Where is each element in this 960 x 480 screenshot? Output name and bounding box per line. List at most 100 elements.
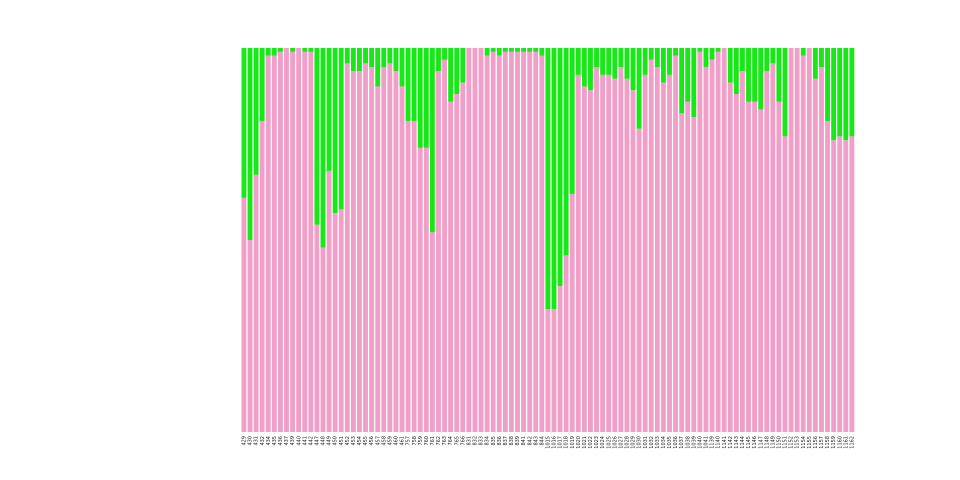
bar-segment [320, 48, 326, 248]
bar-segment [624, 78, 630, 432]
x-tick-label: 1022 [588, 436, 594, 449]
bar-segment [843, 140, 849, 432]
bar-segment [709, 48, 715, 60]
x-tick-label: 1159 [831, 436, 837, 449]
x-tick-label: 837 [503, 436, 509, 446]
x-tick-label: 1036 [673, 436, 679, 449]
bar-segment [618, 67, 624, 432]
bar-segment [308, 51, 314, 433]
x-tick-label: 1152 [789, 436, 795, 449]
x-tick-label: 1140 [716, 436, 722, 449]
bar-segment [569, 48, 575, 194]
x-tick-label: 450 [333, 436, 339, 446]
bar-segment [411, 120, 417, 433]
x-tick-label: 456 [369, 436, 375, 446]
x-tick-label: 843 [533, 436, 539, 446]
x-tick-label: 1020 [576, 436, 582, 449]
x-tick-label: 1026 [612, 436, 618, 449]
bar-segment [739, 48, 745, 72]
bar-segment [764, 48, 770, 72]
bar-segment [350, 48, 356, 72]
x-tick-label: 430 [248, 436, 254, 446]
x-tick-label: 448 [321, 436, 327, 446]
x-tick-label: 1143 [734, 436, 740, 449]
bar-segment [332, 48, 338, 214]
bar-segment [344, 48, 350, 64]
bar-segment [819, 67, 824, 432]
bar-segment [393, 48, 399, 72]
x-tick-label: 447 [314, 436, 320, 446]
bar-segment [411, 48, 417, 121]
bar-segment [673, 48, 679, 56]
bar-segment [782, 48, 788, 137]
bar-segment [837, 48, 843, 137]
x-tick-label: 1034 [661, 436, 667, 449]
bar-segment [812, 48, 818, 79]
x-tick-label: 1037 [679, 436, 685, 449]
bar-segment [563, 48, 569, 256]
bar-segment [442, 59, 447, 433]
bar-segment [436, 71, 441, 432]
bar-segment [636, 48, 642, 129]
bar-segment [472, 48, 478, 432]
x-tick-label: 441 [302, 436, 308, 446]
bar-segment [302, 48, 308, 52]
bar-segment [265, 55, 271, 433]
bar-segment [478, 48, 484, 432]
bar-segment [746, 48, 751, 102]
bar-segment [581, 48, 587, 87]
bar-segment [715, 51, 721, 433]
x-tick-label: 432 [260, 436, 266, 446]
bar-segment [697, 51, 703, 433]
bar-segment [338, 48, 344, 210]
bar-segment [502, 51, 508, 433]
bar-segment [764, 71, 770, 432]
bar-segment [277, 48, 283, 52]
bar-segment [357, 48, 362, 72]
bar-segment [284, 48, 289, 432]
bar-segment [484, 55, 490, 433]
bar-segment [660, 48, 666, 83]
bar-segment [296, 48, 302, 432]
x-tick-label: 1024 [600, 436, 606, 449]
bar-segment [551, 309, 557, 432]
x-tick-label: 834 [485, 436, 491, 446]
bar-segment [521, 51, 527, 433]
bar-segment [490, 48, 496, 52]
bar-segment [733, 48, 739, 95]
x-tick-label: 1016 [552, 436, 558, 449]
bar-segment [448, 101, 454, 432]
bar-segment [758, 48, 764, 110]
x-tick-label: 759 [418, 436, 424, 446]
x-tick-label: 1041 [704, 436, 710, 449]
bar-segment [539, 48, 545, 56]
x-tick-label: 1156 [813, 436, 819, 449]
bar-segment [302, 51, 308, 433]
bar-segment [752, 101, 758, 432]
bar-segment [247, 240, 253, 432]
bar-segment [460, 82, 466, 432]
x-tick-label: 1023 [594, 436, 600, 449]
bar-segment [588, 48, 593, 91]
bar-segment [290, 48, 296, 52]
bar-segment [673, 55, 679, 433]
bar-segment [575, 48, 581, 75]
bar-segment [642, 48, 648, 75]
bar-segment [484, 48, 490, 56]
bar-segment [825, 48, 830, 121]
bar-segment [739, 71, 745, 432]
x-tick-label: 1038 [685, 436, 691, 449]
bar-segment [612, 48, 618, 79]
x-tick-label: 761 [430, 436, 436, 446]
x-tick-label: 1147 [758, 436, 764, 449]
bar-segment [685, 48, 691, 102]
bar-segment [533, 51, 539, 433]
bar-segment [636, 128, 642, 432]
x-tick-label: 1155 [807, 436, 813, 449]
x-tick-label: 766 [460, 436, 466, 446]
bar-segment [405, 48, 411, 121]
bar-segment [831, 140, 837, 432]
bar-segment [423, 48, 429, 148]
bar-segment [320, 247, 326, 432]
